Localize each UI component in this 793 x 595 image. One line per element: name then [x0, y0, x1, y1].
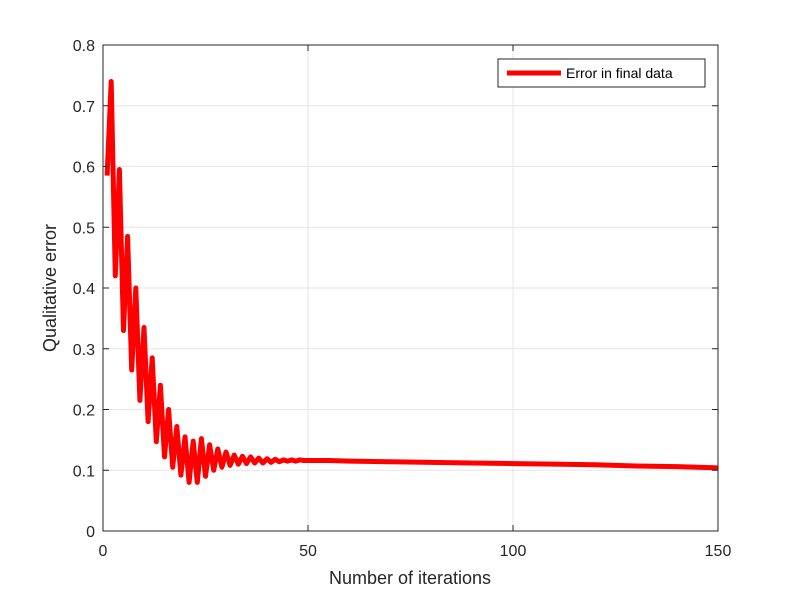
x-tick-label: 50	[299, 543, 317, 560]
y-tick-label: 0.1	[73, 463, 95, 480]
y-axis-title: Qualitative error	[40, 224, 60, 352]
x-tick-label: 0	[99, 543, 108, 560]
legend-label: Error in final data	[566, 65, 673, 81]
x-tick-labels: 0 50 100 150	[99, 543, 732, 560]
legend: Error in final data	[497, 58, 706, 88]
series-group	[104, 78, 719, 485]
x-tick-label: 100	[500, 543, 527, 560]
x-axis-title: Number of iterations	[329, 568, 491, 588]
y-tick-label: 0.4	[73, 281, 95, 298]
tick-marks	[102, 44, 719, 532]
y-tick-label: 0.2	[73, 403, 95, 420]
y-tick-labels: 0 0.1 0.2 0.3 0.4 0.5 0.6 0.7 0.8	[73, 38, 95, 541]
y-tick-label: 0.7	[73, 99, 95, 116]
series-line-error-in-final-data	[104, 78, 719, 485]
x-tick-label: 150	[705, 543, 732, 560]
y-tick-label: 0	[86, 524, 95, 541]
y-tick-label: 0.5	[73, 220, 95, 237]
y-tick-label: 0.3	[73, 342, 95, 359]
y-tick-label: 0.6	[73, 160, 95, 177]
y-tick-label: 0.8	[73, 38, 95, 55]
